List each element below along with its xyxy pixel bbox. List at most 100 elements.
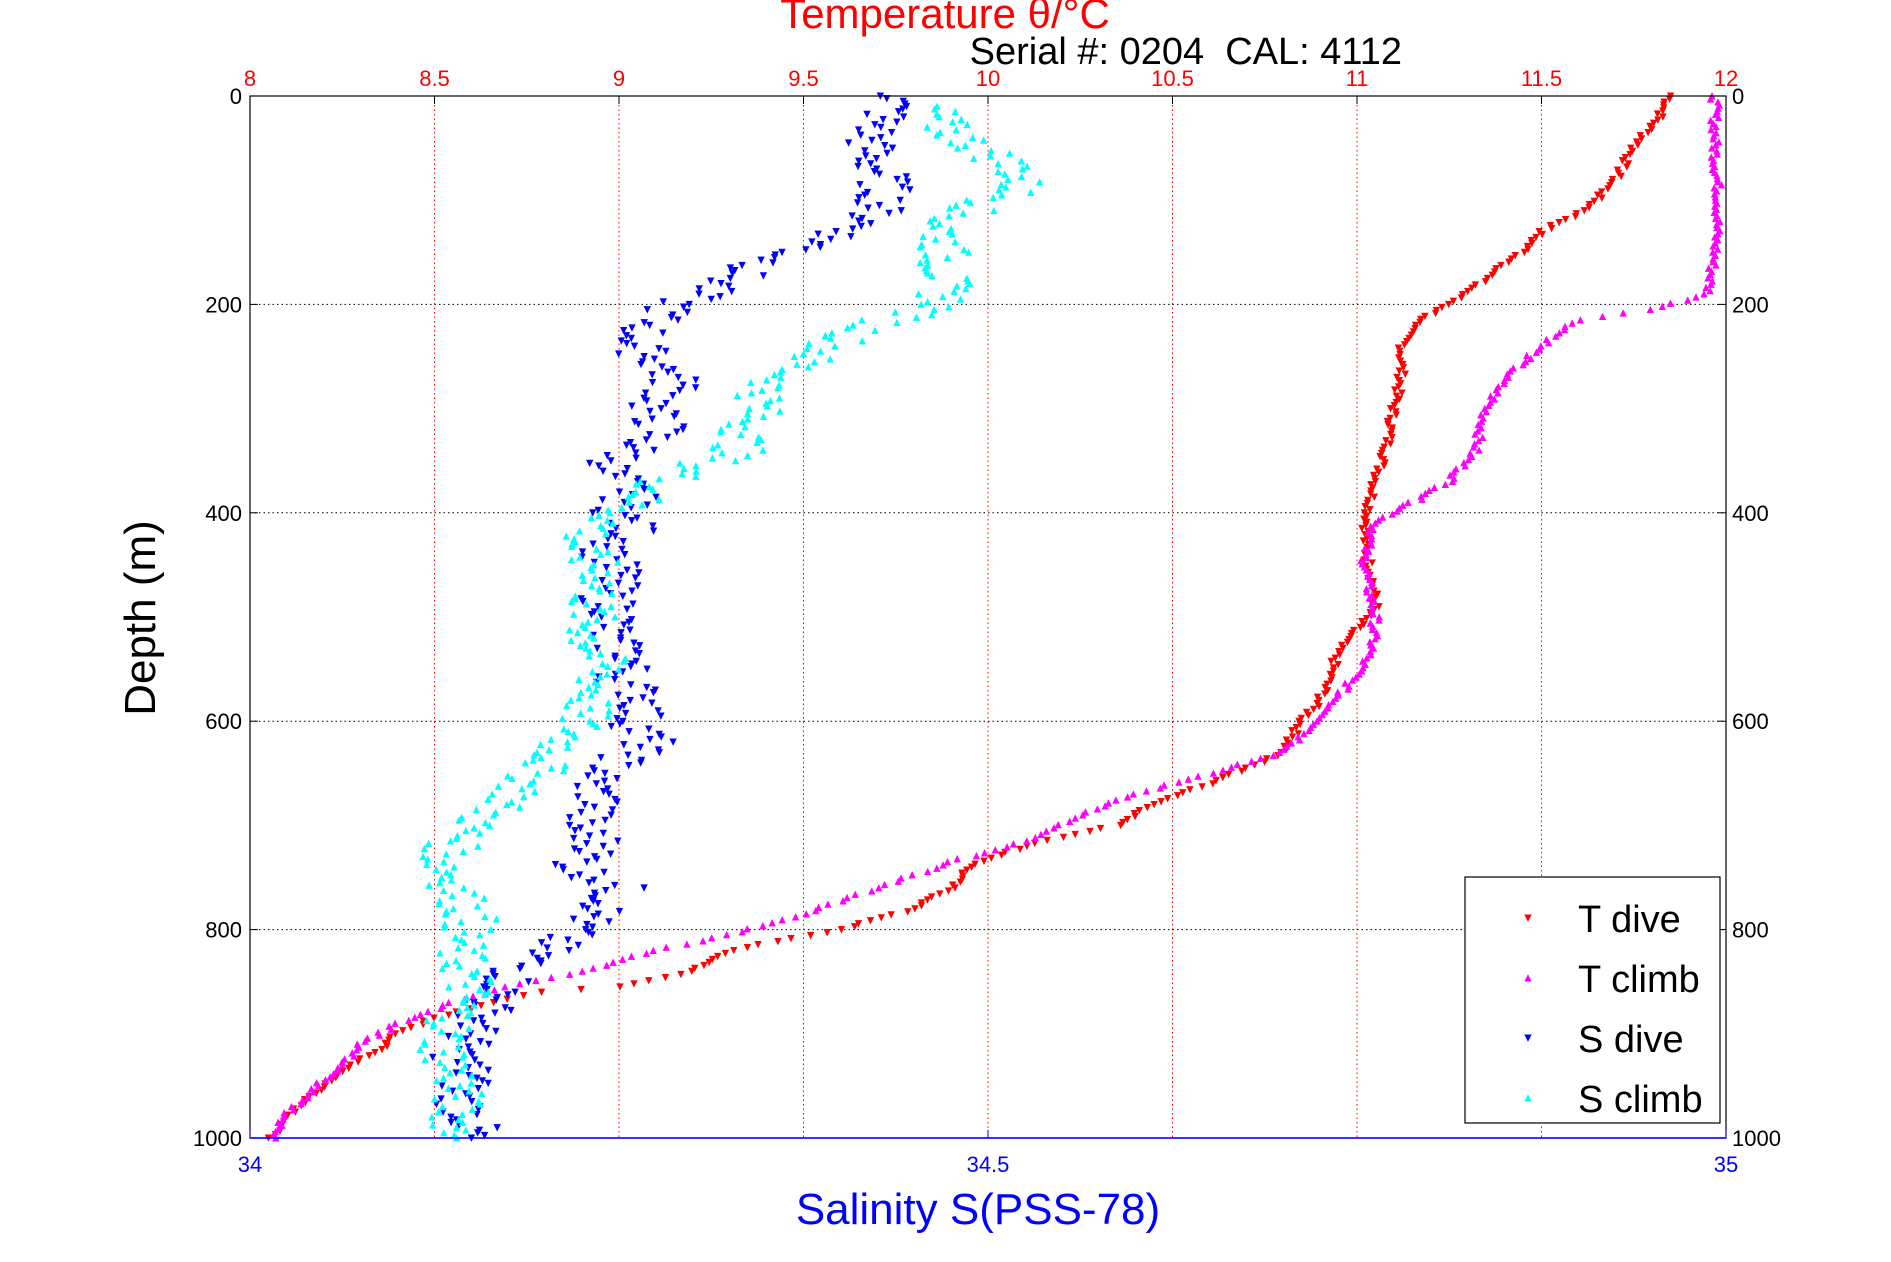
data-point [532, 976, 540, 985]
data-point [625, 761, 633, 770]
data-point [923, 297, 932, 306]
data-point [1341, 679, 1349, 687]
data-point [595, 462, 603, 470]
data-point [470, 946, 478, 954]
legend-label: S dive [1578, 1019, 1684, 1061]
data-point [951, 107, 959, 116]
data-point [601, 816, 609, 825]
data-point [997, 180, 1005, 189]
data-point [1395, 367, 1403, 375]
data-point [1367, 650, 1375, 659]
data-point [986, 152, 995, 160]
data-point [1704, 274, 1712, 282]
data-point [923, 269, 931, 277]
data-point [685, 300, 693, 309]
data-point [599, 788, 608, 796]
data-point [851, 890, 859, 898]
data-point [470, 824, 478, 832]
data-point [1421, 489, 1430, 497]
data-point [637, 759, 645, 767]
data-point [1371, 635, 1379, 643]
data-point [632, 480, 640, 488]
data-point [558, 714, 567, 723]
data-point [597, 613, 606, 621]
legend-label: S climb [1578, 1079, 1703, 1121]
data-point [957, 115, 965, 123]
data-point [1709, 135, 1717, 143]
data-point [621, 511, 629, 520]
data-point [602, 887, 610, 895]
data-point [587, 691, 595, 699]
data-point [655, 475, 663, 483]
data-point [1400, 341, 1409, 349]
data-point [828, 329, 836, 337]
data-point [603, 670, 611, 678]
data-point [1117, 821, 1125, 830]
data-point [1369, 610, 1377, 618]
data-point [943, 253, 952, 262]
data-point [469, 992, 477, 1000]
data-point [637, 360, 645, 369]
data-point [445, 1011, 453, 1019]
data-point [1717, 181, 1726, 189]
data-point [609, 958, 617, 966]
data-point [649, 522, 657, 530]
data-point [1430, 483, 1439, 491]
data-point [585, 652, 593, 660]
data-point [1071, 814, 1079, 822]
data-point [1009, 840, 1018, 848]
data-point [481, 990, 489, 999]
data-point [707, 295, 715, 304]
data-point [646, 407, 654, 416]
data-point [1477, 417, 1486, 425]
data-point [747, 389, 756, 397]
data-point [547, 764, 556, 772]
data-point [350, 1052, 358, 1060]
data-point [635, 569, 643, 577]
data-point [1209, 769, 1218, 777]
data-point [446, 837, 455, 845]
data-point [450, 863, 458, 871]
data-point [1598, 194, 1606, 202]
data-point [683, 940, 691, 948]
data-point [623, 605, 631, 614]
data-point [473, 902, 482, 910]
data-point [881, 141, 889, 150]
data-point [503, 772, 512, 780]
data-point [531, 787, 539, 796]
data-point [361, 1037, 369, 1045]
x-top-tick-label: 10 [976, 66, 1000, 91]
data-point [487, 977, 495, 986]
data-point [627, 952, 636, 960]
data-point [1123, 793, 1132, 801]
data-point [563, 701, 571, 710]
data-point [676, 386, 684, 395]
data-point [945, 303, 953, 311]
data-point [628, 324, 636, 332]
data-point [1580, 207, 1588, 215]
data-point [593, 615, 601, 624]
data-point [970, 154, 978, 163]
data-point [657, 733, 665, 741]
data-point [488, 790, 496, 798]
data-point [1713, 177, 1722, 186]
data-point [1362, 588, 1371, 596]
data-point [1219, 773, 1227, 782]
data-point [1059, 833, 1068, 842]
data-point [1711, 214, 1720, 223]
data-point [439, 1048, 448, 1056]
data-point [1375, 616, 1383, 624]
data-point [649, 689, 658, 697]
data-point [478, 1077, 487, 1085]
data-point [1386, 440, 1395, 448]
data-point [440, 857, 448, 866]
data-point [603, 543, 611, 551]
data-point [879, 115, 887, 124]
data-point [695, 290, 703, 298]
data-point [923, 123, 931, 131]
data-point [470, 889, 478, 897]
data-point [616, 704, 624, 713]
data-point [1604, 185, 1612, 193]
data-point [598, 496, 607, 504]
